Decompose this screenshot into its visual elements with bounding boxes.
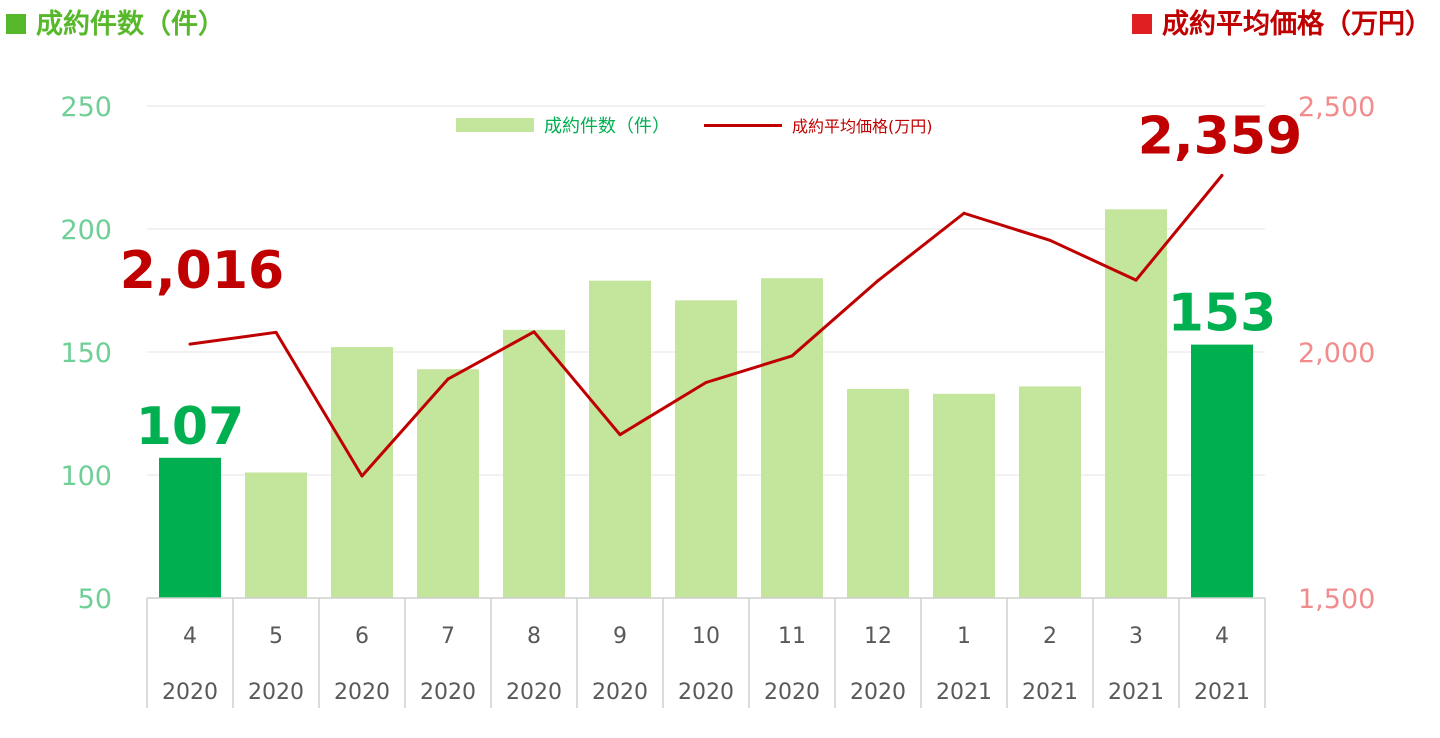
left-tick-label: 100 bbox=[60, 461, 112, 492]
bar bbox=[331, 347, 393, 598]
price-point bbox=[1048, 238, 1052, 242]
x-tick-year: 2020 bbox=[162, 680, 218, 705]
x-tick-year: 2020 bbox=[506, 680, 562, 705]
green-square-icon bbox=[6, 14, 26, 34]
price-point bbox=[704, 381, 708, 385]
price-point bbox=[446, 377, 450, 381]
x-tick-month: 8 bbox=[527, 624, 541, 649]
x-tick-month: 10 bbox=[692, 624, 720, 649]
x-tick-month: 9 bbox=[613, 624, 627, 649]
right-tick-label: 2,000 bbox=[1298, 338, 1375, 369]
legend-bar-swatch bbox=[456, 118, 534, 132]
x-tick-month: 7 bbox=[441, 624, 455, 649]
left-axis-title: 成約件数（件） bbox=[6, 2, 225, 41]
right-tick-label: 1,500 bbox=[1298, 584, 1375, 615]
price-point bbox=[1134, 278, 1138, 282]
price-point bbox=[790, 354, 794, 358]
x-tick-year: 2021 bbox=[1022, 680, 1078, 705]
x-tick-month: 4 bbox=[183, 624, 197, 649]
price-point bbox=[962, 211, 966, 215]
bar bbox=[847, 388, 909, 598]
price-point bbox=[876, 279, 880, 283]
x-tick-year: 2020 bbox=[764, 680, 820, 705]
price-point bbox=[360, 474, 364, 478]
x-tick-year: 2020 bbox=[334, 680, 390, 705]
bar bbox=[761, 278, 823, 598]
price-point bbox=[1220, 173, 1224, 177]
price-value-label: 2,016 bbox=[120, 241, 284, 301]
left-tick-label: 200 bbox=[60, 215, 112, 246]
price-point bbox=[532, 330, 536, 334]
x-tick-month: 2 bbox=[1043, 624, 1057, 649]
price-point bbox=[274, 330, 278, 334]
x-tick-year: 2021 bbox=[1108, 680, 1164, 705]
left-tick-label: 250 bbox=[60, 92, 112, 123]
price-point bbox=[188, 342, 192, 346]
right-axis-title-text: 成約平均価格（万円） bbox=[1162, 9, 1432, 40]
legend-line-label: 成約平均価格(万円) bbox=[792, 117, 933, 136]
x-tick-month: 12 bbox=[864, 624, 892, 649]
bar bbox=[503, 329, 565, 598]
x-tick-month: 4 bbox=[1215, 624, 1229, 649]
bar-value-label: 153 bbox=[1168, 284, 1277, 344]
x-tick-year: 2020 bbox=[248, 680, 304, 705]
left-tick-label: 50 bbox=[78, 584, 112, 615]
right-tick-label: 2,500 bbox=[1298, 92, 1375, 123]
left-axis-title-text: 成約件数（件） bbox=[36, 9, 225, 40]
x-tick-year: 2020 bbox=[678, 680, 734, 705]
legend-line-swatch bbox=[704, 123, 782, 127]
x-tick-year: 2020 bbox=[592, 680, 648, 705]
legend-bar-label: 成約件数（件） bbox=[544, 116, 670, 137]
red-square-icon bbox=[1132, 14, 1152, 34]
bar bbox=[933, 393, 995, 598]
x-tick-year: 2021 bbox=[1194, 680, 1250, 705]
bar bbox=[245, 472, 307, 598]
x-tick-year: 2020 bbox=[420, 680, 476, 705]
price-point bbox=[618, 433, 622, 437]
bar-highlight bbox=[1191, 344, 1253, 598]
x-tick-year: 2021 bbox=[936, 680, 992, 705]
bar bbox=[1105, 209, 1167, 598]
x-tick-year: 2020 bbox=[850, 680, 906, 705]
bar bbox=[589, 280, 651, 598]
chart-legend: 成約件数（件） 成約平均価格(万円) bbox=[456, 112, 933, 138]
x-tick-month: 3 bbox=[1129, 624, 1143, 649]
bar-highlight bbox=[159, 457, 221, 598]
bar bbox=[675, 300, 737, 598]
x-tick-month: 6 bbox=[355, 624, 369, 649]
bar bbox=[1019, 386, 1081, 598]
bar bbox=[417, 369, 479, 598]
x-tick-month: 5 bbox=[269, 624, 283, 649]
left-tick-label: 150 bbox=[60, 338, 112, 369]
x-tick-month: 1 bbox=[957, 624, 971, 649]
right-axis-title: 成約平均価格（万円） bbox=[1132, 2, 1432, 41]
bar-value-label: 107 bbox=[136, 397, 245, 457]
x-tick-month: 11 bbox=[778, 624, 806, 649]
price-value-label: 2,359 bbox=[1138, 106, 1302, 166]
